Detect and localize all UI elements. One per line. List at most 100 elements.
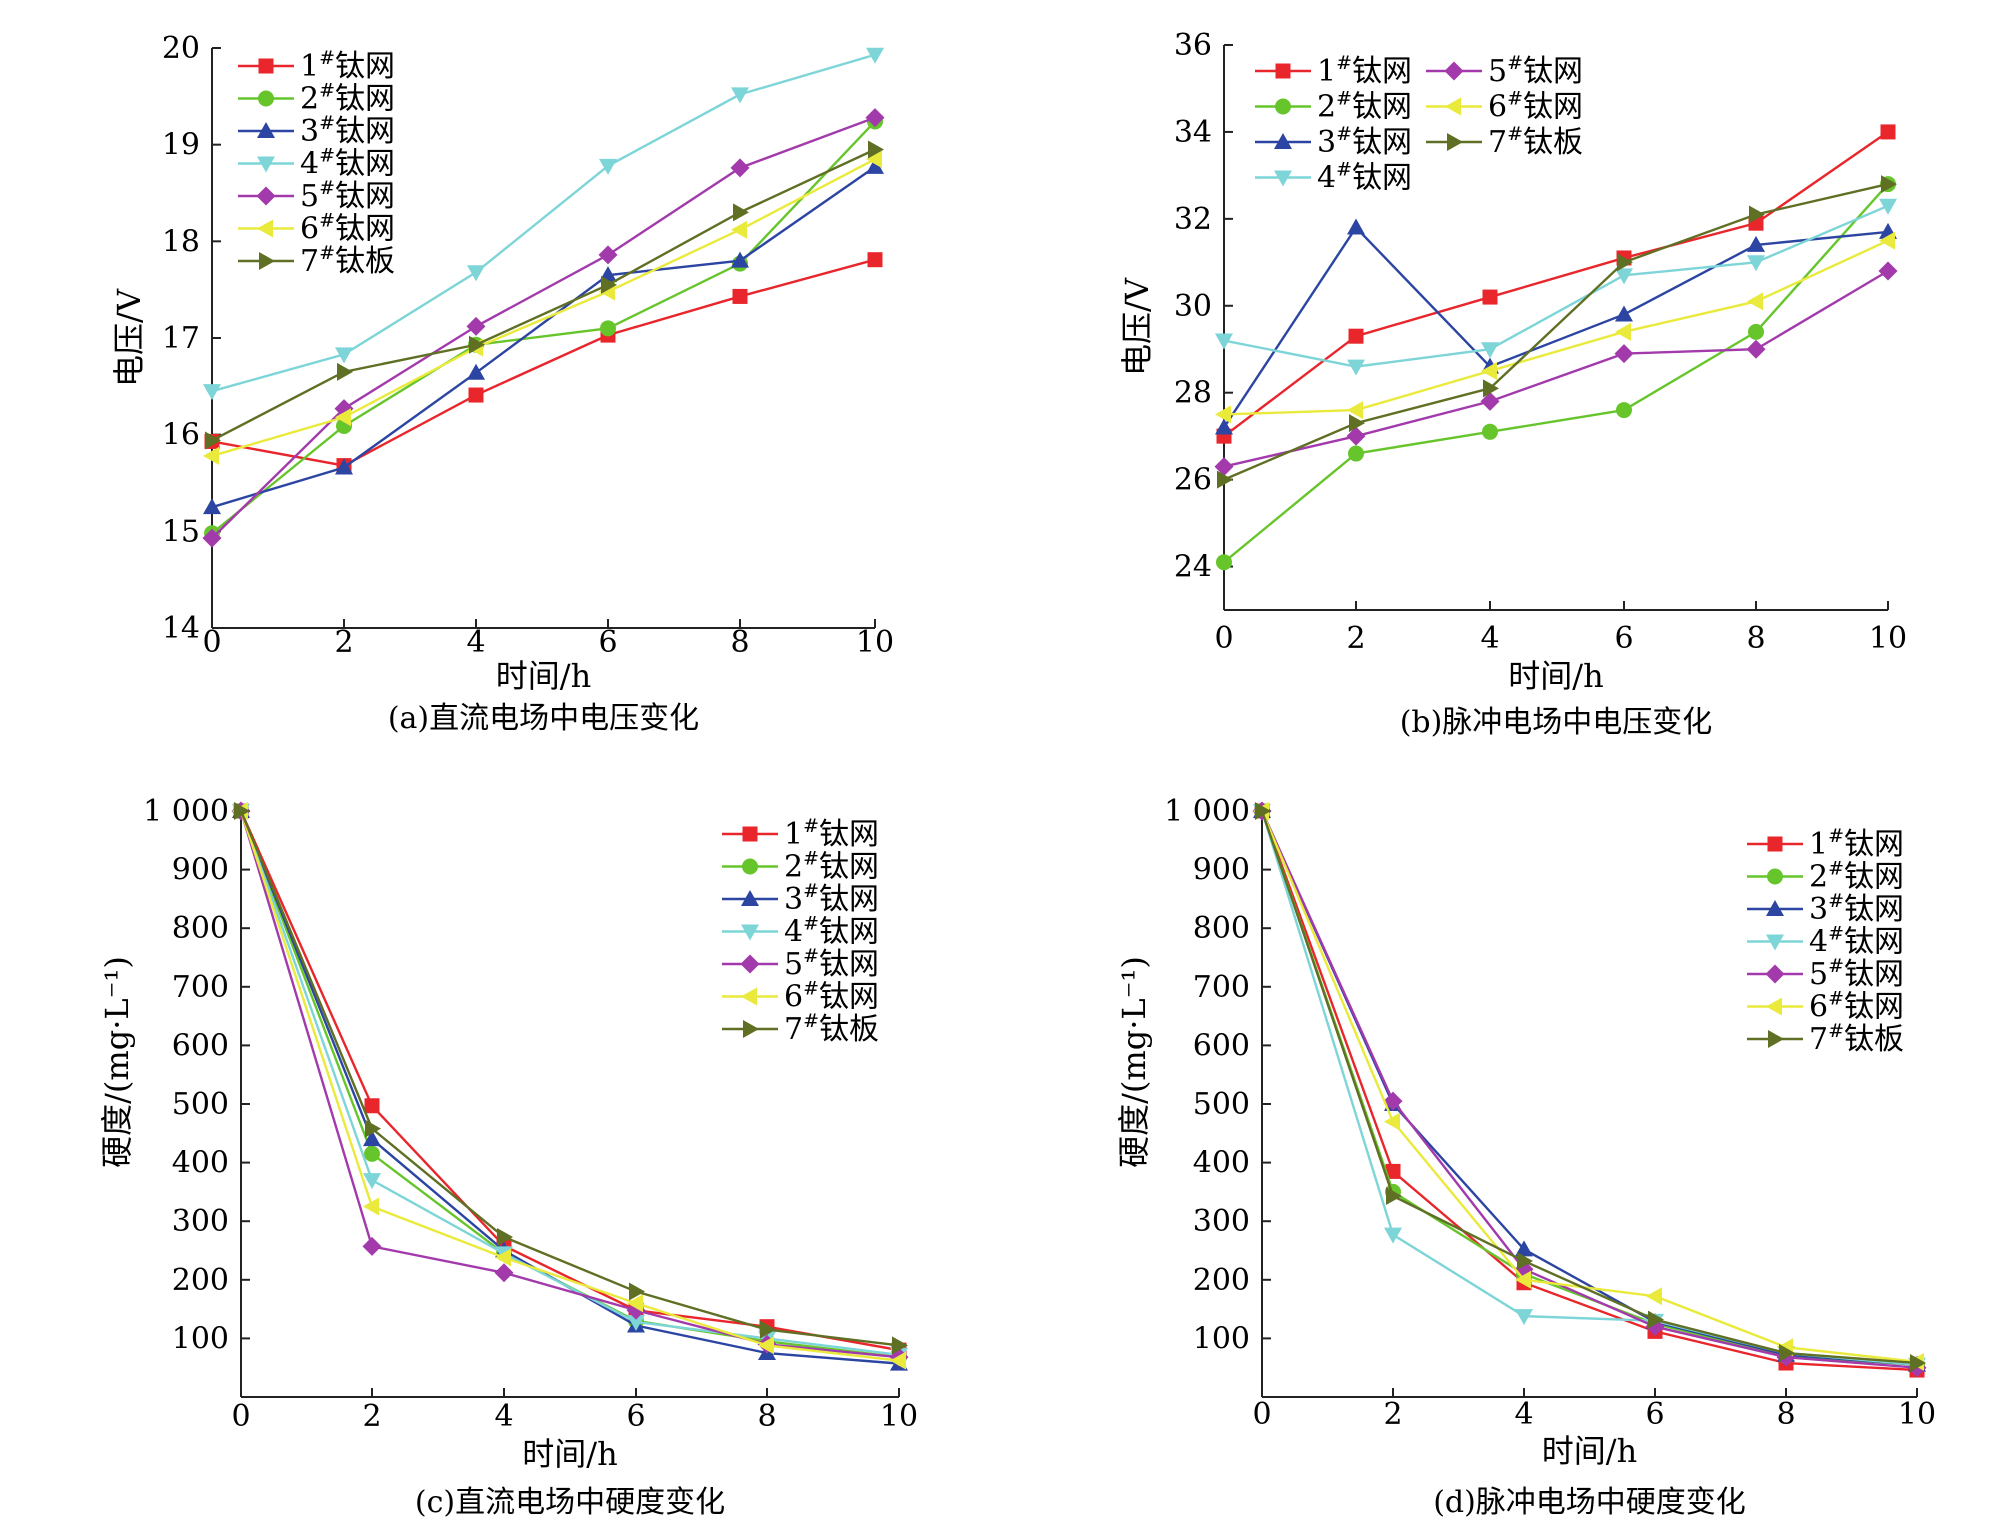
x-tick-label: 10 <box>1898 1397 1936 1432</box>
x-tick-label: 4 <box>1514 1397 1533 1432</box>
y-tick-label: 14 <box>162 611 200 646</box>
chart-c-dc-hardness: 0 2 4 6 8 10 100 200 300 400 500 600 700 800 900 1 000 时… <box>98 794 918 1520</box>
data-point <box>335 408 351 427</box>
legend-marker <box>1768 1030 1784 1048</box>
data-point <box>1746 339 1766 359</box>
x-tick-label: 2 <box>1383 1397 1402 1432</box>
legend-label: 7#钛板 <box>784 1010 879 1047</box>
data-point <box>494 1263 514 1283</box>
legend: 1#钛网2#钛网3#钛网4#钛网5#钛网6#钛网7#钛板 <box>1747 825 1904 1057</box>
data-point <box>868 140 884 159</box>
legend-marker <box>257 219 273 238</box>
legend-label: 1#钛网 <box>300 47 395 84</box>
data-point <box>1482 423 1498 440</box>
x-axis-title: 时间/h <box>496 657 591 695</box>
data-point <box>495 1248 511 1267</box>
legend-entry-5: 5#钛网 <box>1426 52 1583 89</box>
legend-label: 5#钛网 <box>300 177 395 214</box>
y-tick-label: 200 <box>172 1263 229 1298</box>
x-tick-label: 0 <box>1214 621 1233 656</box>
legend-marker <box>742 826 758 842</box>
y-tick-label: 800 <box>1193 911 1250 946</box>
data-point <box>1747 235 1765 252</box>
data-point <box>627 1294 643 1313</box>
data-point <box>866 150 882 169</box>
y-tick-label: 500 <box>1193 1087 1250 1122</box>
legend-label: 4#钛网 <box>300 145 395 182</box>
legend-label: 4#钛网 <box>784 913 879 950</box>
series-line <box>1260 810 1918 1372</box>
data-point <box>1482 289 1498 305</box>
data-point <box>1480 391 1500 411</box>
series-line <box>239 810 900 1352</box>
data-point <box>867 252 883 268</box>
data-point <box>1747 255 1765 272</box>
series-line <box>211 148 876 442</box>
legend-label: 6#钛网 <box>1809 988 1904 1025</box>
legend-entry-3: 3#钛网 <box>722 880 879 917</box>
data-point <box>1386 1187 1402 1206</box>
legend-label: 7#钛板 <box>1488 123 1583 160</box>
x-tick-label: 10 <box>1869 621 1907 656</box>
data-point <box>1648 1310 1664 1329</box>
data-point <box>1346 426 1366 446</box>
legend-label: 3#钛网 <box>300 112 395 149</box>
legend-marker <box>741 890 759 906</box>
legend-marker <box>258 58 274 74</box>
legend-label: 2#钛网 <box>784 848 879 885</box>
legend-label: 3#钛网 <box>1809 890 1904 927</box>
data-point <box>203 498 221 515</box>
legend-label: 5#钛网 <box>1809 955 1904 992</box>
legend-label: 5#钛网 <box>784 945 879 982</box>
legend-entry-4: 4#钛网 <box>1255 159 1412 196</box>
series-line <box>211 258 876 467</box>
series-5 <box>202 108 885 548</box>
y-tick-label: 20 <box>162 31 200 66</box>
data-point <box>1347 218 1365 235</box>
legend-label: 4#钛网 <box>1317 159 1412 196</box>
y-tick-label: 500 <box>172 1087 229 1122</box>
legend-marker <box>1274 133 1292 149</box>
y-tick-label: 32 <box>1174 202 1212 237</box>
data-point <box>1878 261 1898 281</box>
data-point <box>234 802 250 820</box>
data-point <box>1749 205 1765 224</box>
legend-entry-7: 7#钛板 <box>1747 1020 1904 1057</box>
y-tick-label: 900 <box>1193 853 1250 888</box>
legend-marker <box>1275 98 1291 115</box>
data-point <box>364 1098 380 1114</box>
chart-caption: (d)脉冲电场中硬度变化 <box>1433 1485 1746 1520</box>
y-tick-label: 800 <box>172 911 229 946</box>
data-point <box>1615 305 1633 322</box>
legend-entry-3: 3#钛网 <box>238 112 395 149</box>
data-point <box>1215 418 1233 435</box>
data-point <box>202 528 222 548</box>
y-tick-label: 400 <box>172 1146 229 1181</box>
legend-marker <box>259 252 275 270</box>
legend-entry-3: 3#钛网 <box>1747 890 1904 927</box>
chart-d-pulse-hardness: 0 2 4 6 8 10 100 200 300 400 500 600 700 800 900 1 000 时… <box>1115 794 1936 1520</box>
legend-marker <box>256 186 276 206</box>
legend-marker <box>741 924 759 941</box>
series-7 <box>234 802 908 1355</box>
legend-entry-2: 2#钛网 <box>1255 88 1412 125</box>
data-point <box>1383 1091 1403 1111</box>
series-line <box>1260 810 1918 1364</box>
data-point <box>467 363 485 380</box>
legend-label: 6#钛网 <box>1488 88 1583 125</box>
data-point <box>730 158 750 178</box>
data-point <box>335 347 353 364</box>
series-6 <box>1215 231 1895 424</box>
data-point <box>1748 323 1764 340</box>
legend-marker <box>740 954 760 974</box>
data-point <box>1646 1287 1662 1306</box>
data-point <box>866 157 884 174</box>
data-point <box>1216 554 1232 571</box>
legend-label: 2#钛网 <box>1317 88 1412 125</box>
y-tick-label: 1 000 <box>143 794 229 829</box>
legend-entry-2: 2#钛网 <box>238 80 395 117</box>
legend-entry-1: 1#钛网 <box>1747 825 1904 862</box>
data-point <box>1481 342 1499 359</box>
data-point <box>1515 1240 1533 1257</box>
chart-caption: (b)脉冲电场中电压变化 <box>1400 705 1713 740</box>
